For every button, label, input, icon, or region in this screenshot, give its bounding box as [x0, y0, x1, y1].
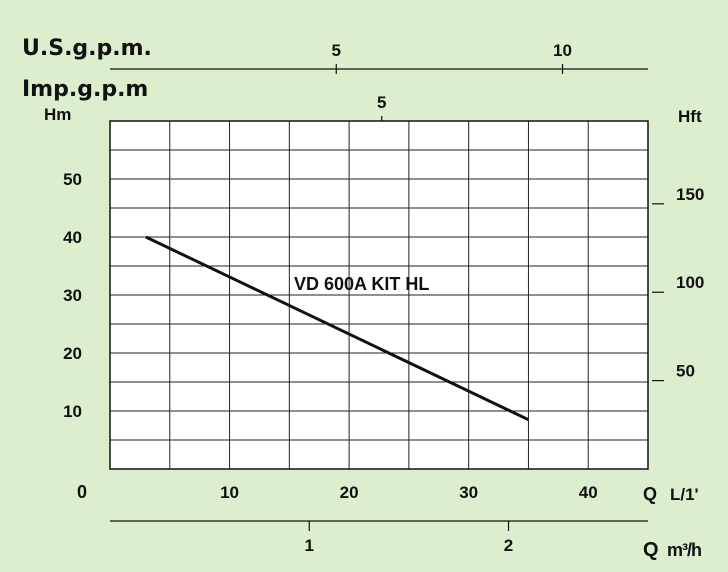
impgpm-axis-label: Imp.g.p.m	[22, 77, 148, 102]
series-label: VD 600A KIT HL	[294, 274, 429, 294]
m3h-tick-label: 2	[504, 536, 513, 555]
left-axis-tick-label: 20	[63, 344, 82, 363]
origin-label: 0	[77, 482, 87, 502]
bottom-axis-tick-label: 10	[220, 483, 239, 502]
left-axis-tick-label: 30	[63, 286, 82, 305]
bottom-axis-tick-label: 30	[459, 483, 478, 502]
impgpm-ticks: 5	[377, 93, 386, 121]
usgpm-tick-label: 10	[553, 41, 572, 60]
bottom-axis-tick-label: 20	[340, 483, 359, 502]
right-axis-ticks: 50 100 150	[652, 185, 704, 381]
bottom-axis-unit-label: L/1'	[670, 485, 699, 504]
m3h-axis-unit-label: m³/h	[667, 540, 701, 560]
left-axis-tick-label: 10	[63, 402, 82, 421]
left-axis-ticks: 10 20 30 40 50	[63, 170, 82, 421]
right-axis-label: Hft	[678, 107, 702, 126]
impgpm-tick-label: 5	[377, 93, 386, 112]
usgpm-axis-label: U.S.g.p.m.	[22, 36, 152, 61]
right-axis-tick-label: 150	[676, 185, 704, 204]
bottom-axis-tick-label: 40	[579, 483, 598, 502]
right-axis-tick-label: 50	[676, 362, 695, 381]
m3h-tick-label: 1	[305, 536, 314, 555]
bottom-axis-ticks: 10 20 30 40	[220, 483, 598, 502]
left-axis-tick-label: 50	[63, 170, 82, 189]
left-axis-tick-label: 40	[63, 228, 82, 247]
usgpm-tick-label: 5	[332, 41, 341, 60]
bottom-axis-q-label: Q	[643, 484, 657, 504]
m3h-axis-q-label: Q	[643, 539, 659, 561]
left-axis-label: Hm	[44, 105, 71, 124]
right-axis-tick-label: 100	[676, 273, 704, 292]
